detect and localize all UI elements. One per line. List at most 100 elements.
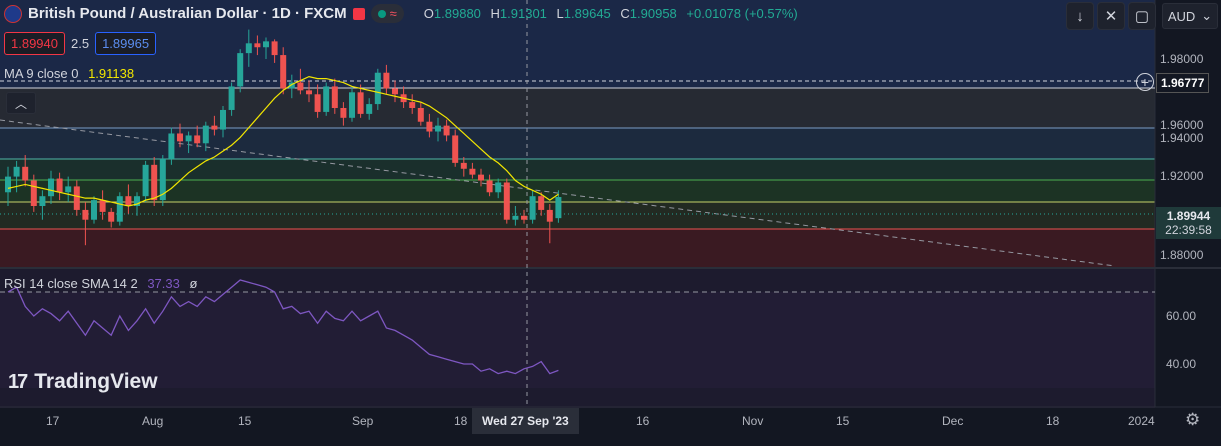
- candle-body: [529, 196, 536, 220]
- candle-body: [125, 196, 132, 206]
- crosshair-date-label: Wed 27 Sep '23: [472, 408, 579, 434]
- symbol-title[interactable]: British Pound / Australian Dollar · 1D ·…: [28, 5, 347, 22]
- download-button[interactable]: ↓: [1066, 2, 1094, 30]
- candle-body: [185, 135, 192, 142]
- candle-body: [331, 86, 338, 108]
- zone-mid-blue: [0, 128, 1155, 159]
- gear-icon[interactable]: ⚙: [1185, 410, 1201, 429]
- candle-body: [82, 209, 89, 220]
- candle-body: [271, 41, 278, 56]
- time-label: Sep: [352, 414, 374, 428]
- candle-body: [460, 162, 467, 169]
- arrow-down-icon: ↓: [1076, 7, 1084, 25]
- candle-body: [349, 92, 355, 118]
- bar-countdown: 22:39:58: [1165, 223, 1212, 237]
- rsi-line: [7, 279, 559, 375]
- candle-body: [521, 215, 527, 220]
- candle-body: [538, 196, 545, 210]
- candle-body: [30, 180, 37, 206]
- candle-body: [48, 178, 54, 197]
- candle-body: [486, 180, 493, 193]
- rsi-tick: 40.00: [1166, 357, 1197, 371]
- zone-olive: [0, 202, 1155, 229]
- price-tick: 1.88000: [1160, 248, 1204, 262]
- candle-body: [177, 133, 183, 142]
- candle-body: [151, 164, 158, 201]
- candle-body: [194, 135, 201, 144]
- zone-upper: [0, 88, 1155, 128]
- candle-body: [469, 168, 476, 175]
- time-label: 16: [636, 414, 650, 428]
- trend-line[interactable]: [0, 119, 1116, 267]
- market-status-icon[interactable]: [352, 7, 365, 20]
- sell-button[interactable]: 1.89940: [4, 32, 65, 55]
- rsi-legend[interactable]: RSI 14 close SMA 14 2 37.33 ø: [4, 276, 197, 291]
- green-dot-icon: [377, 9, 386, 18]
- candle-body: [357, 92, 364, 114]
- candle-body: [237, 53, 244, 87]
- candle-body: [503, 182, 510, 220]
- buy-button[interactable]: 1.89965: [95, 32, 157, 55]
- rsi-tick: 60.00: [1166, 309, 1197, 323]
- candle-body: [280, 55, 287, 89]
- last-price-value: 1.89944: [1166, 209, 1211, 223]
- rsi-legend-value: 37.33: [147, 276, 180, 291]
- horizontal-line-price[interactable]: 1.96777: [1156, 73, 1210, 93]
- candle-body: [288, 82, 295, 89]
- collapse-legend-button[interactable]: ︿: [6, 92, 36, 114]
- candle-body: [314, 94, 321, 112]
- candle-body: [297, 82, 304, 91]
- candle-body: [306, 90, 312, 95]
- candle-body: [73, 186, 80, 210]
- wave-icon: ≈: [389, 6, 397, 21]
- add-alert-icon[interactable]: +: [1136, 73, 1154, 91]
- zone-teal: [0, 159, 1155, 180]
- candle-body: [340, 108, 347, 118]
- time-label: Dec: [942, 414, 964, 428]
- candle-body: [134, 196, 140, 206]
- fullscreen-button[interactable]: ✕: [1097, 2, 1125, 30]
- gbp-aud-flag-icon: [4, 4, 22, 23]
- candle-body: [108, 211, 115, 222]
- currency-select[interactable]: AUD ⌄: [1162, 3, 1218, 29]
- zone-green: [0, 180, 1155, 202]
- candle-body: [245, 43, 252, 54]
- price-tick: 1.94000: [1160, 131, 1204, 145]
- ma-legend[interactable]: MA 9 close 0 1.91138: [4, 66, 134, 81]
- time-label: 18: [1046, 414, 1060, 428]
- rsi-band: [0, 292, 1155, 388]
- ma9-line: [7, 76, 559, 207]
- candle-body: [366, 104, 373, 114]
- tradingview-logo[interactable]: 17 TradingView: [8, 370, 158, 394]
- time-label: 18: [454, 414, 468, 428]
- candle-body: [409, 102, 416, 108]
- candle-body: [374, 72, 381, 105]
- snapshot-button[interactable]: ▢: [1128, 2, 1156, 30]
- candle-body: [13, 166, 20, 177]
- candle-body: [443, 125, 450, 136]
- candle-body: [555, 197, 562, 219]
- candle-body: [546, 209, 553, 222]
- candle-body: [452, 135, 459, 163]
- candle-body: [159, 158, 166, 201]
- candle-body: [211, 125, 218, 130]
- candle-body: [495, 182, 502, 193]
- tradingview-logo-icon: 17: [8, 370, 28, 393]
- candle-body: [65, 186, 72, 193]
- rsi-legend-label: RSI 14 close SMA 14 2: [4, 276, 138, 291]
- candle-body: [116, 196, 123, 222]
- candle-body: [435, 125, 441, 132]
- trade-panel: 1.89940 2.5 1.89965: [4, 32, 157, 55]
- candle-body: [478, 174, 484, 181]
- time-label: Aug: [142, 414, 164, 428]
- candle-body: [142, 164, 149, 197]
- price-tick: 1.96000: [1160, 118, 1204, 132]
- time-label: 15: [836, 414, 850, 428]
- brand-name: TradingView: [34, 370, 158, 393]
- zone-top: [0, 0, 1155, 88]
- currency-value: AUD: [1167, 8, 1196, 24]
- time-label: 15: [238, 414, 252, 428]
- indicator-toggle[interactable]: ≈: [370, 4, 404, 23]
- candle-body: [5, 176, 11, 193]
